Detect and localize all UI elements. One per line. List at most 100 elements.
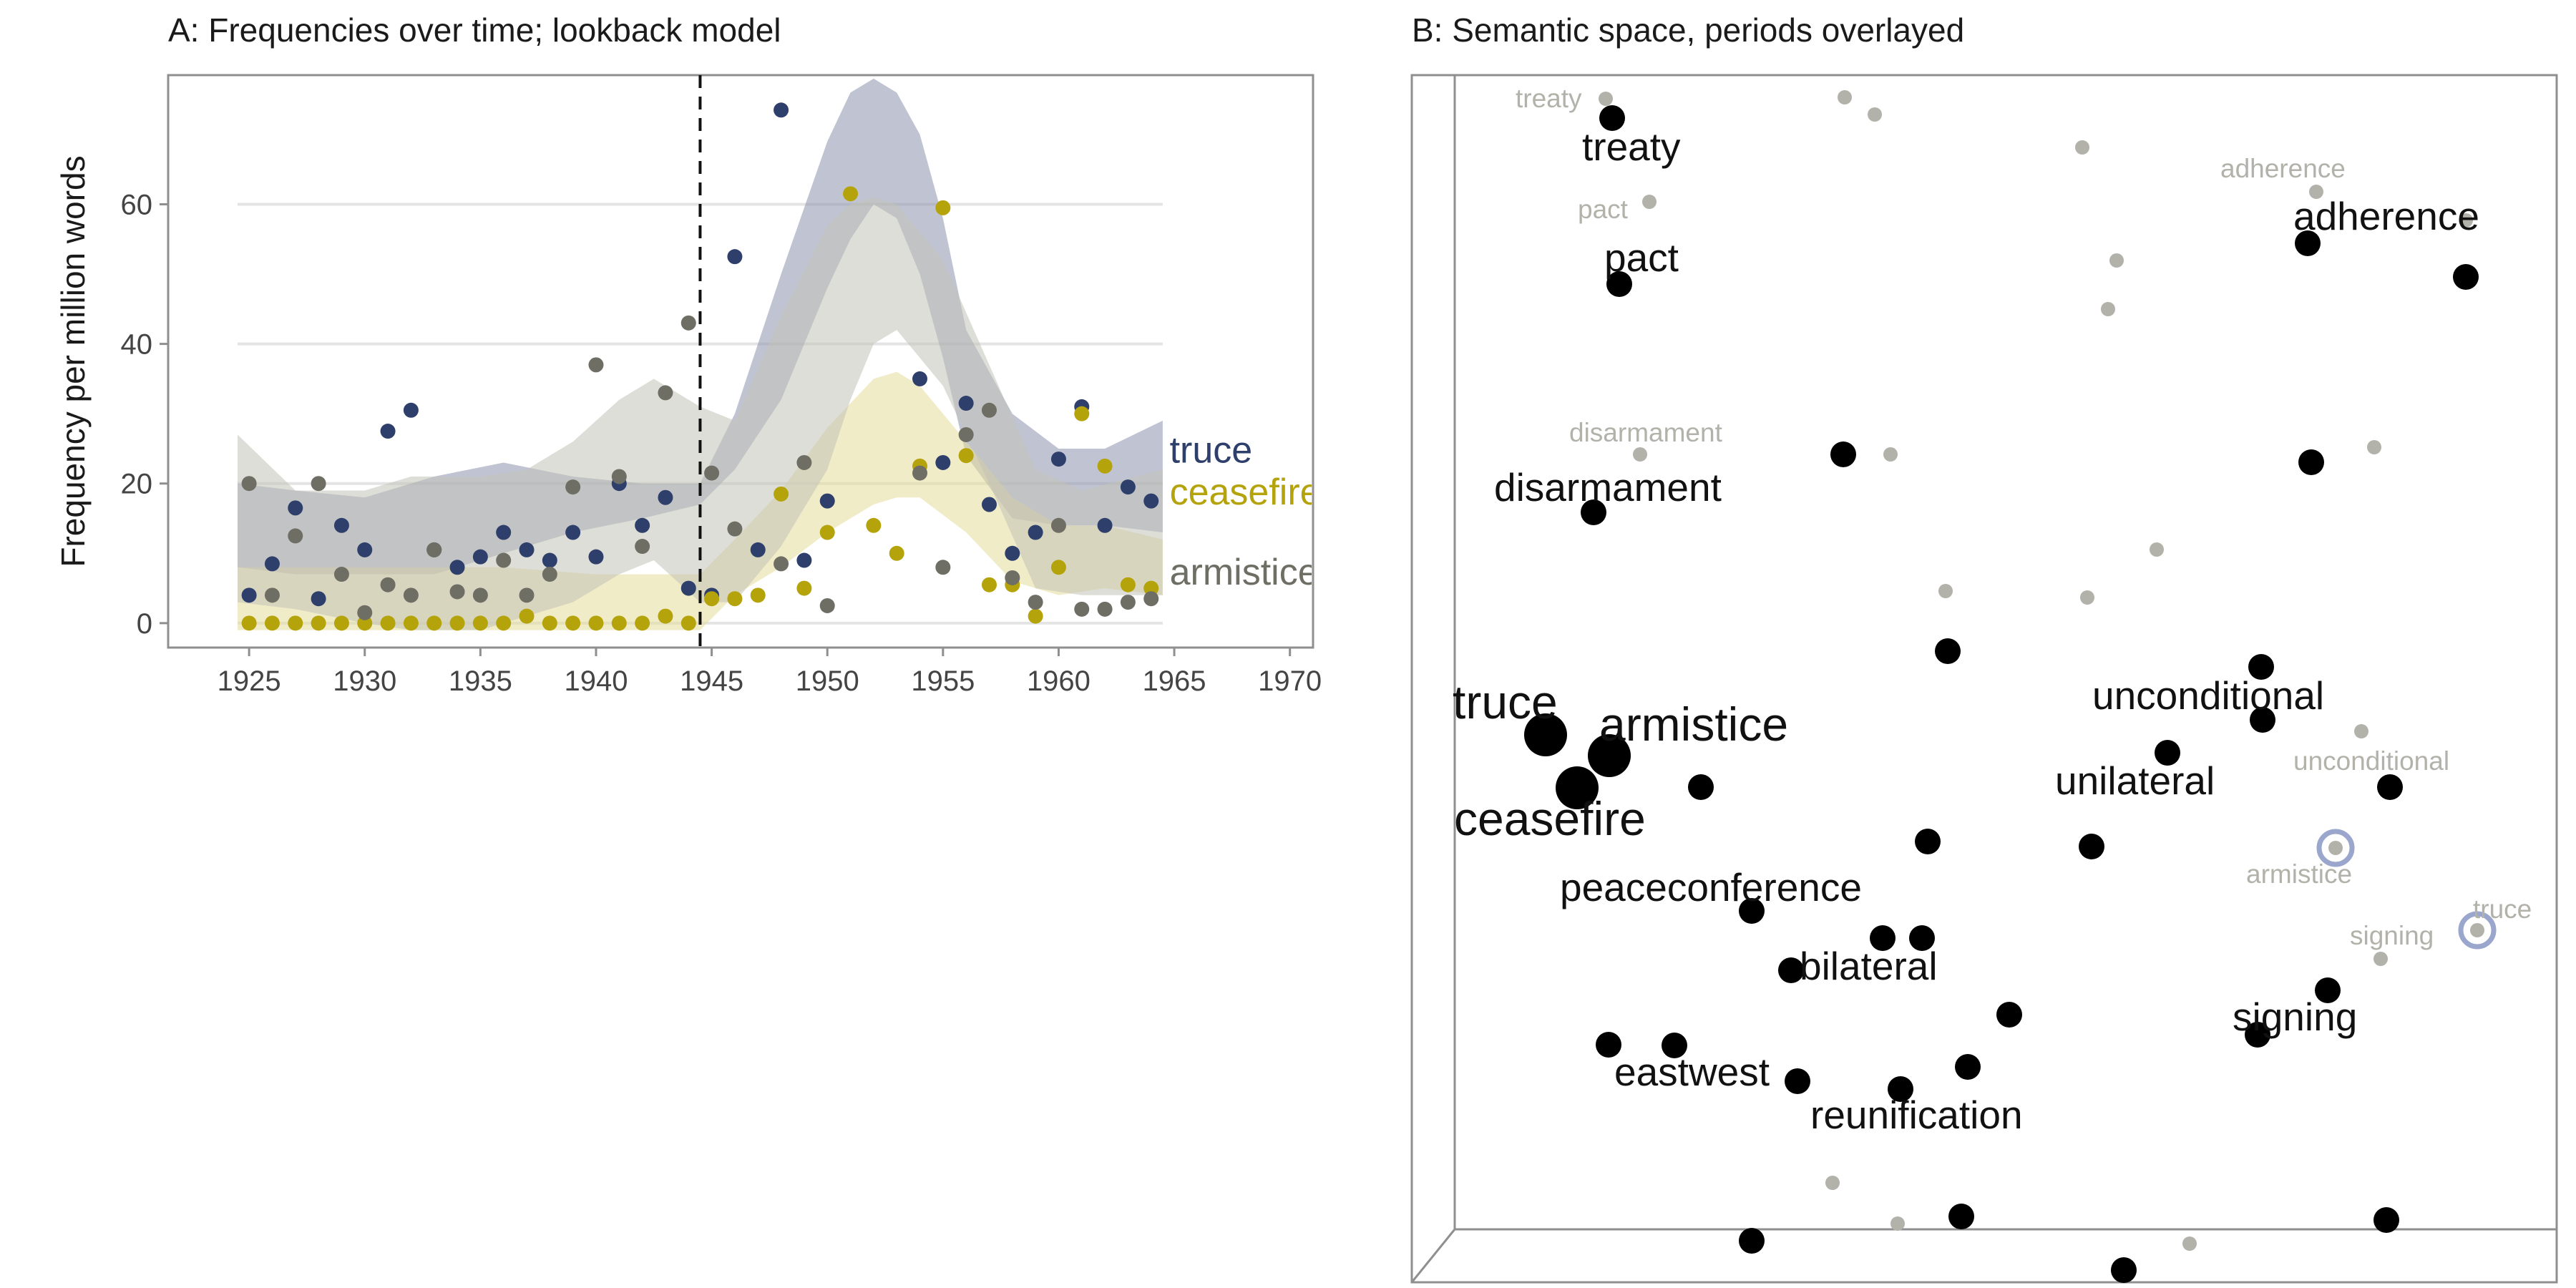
current-dot (1955, 1054, 1981, 1080)
label-ceasefire: ceasefire (1454, 792, 1646, 845)
current-dot-armistice (1588, 734, 1631, 777)
label-peaceconference: peaceconference (1560, 865, 1862, 909)
point-ceasefire-1928 (311, 615, 326, 631)
panel-a-ticks: 1925 1930 1935 1940 1945 1950 1955 1960 1965 1970… (121, 189, 1322, 697)
label-signing: signing (2233, 995, 2357, 1039)
point-ceasefire-1953 (889, 545, 904, 561)
current-dot (2111, 1257, 2137, 1283)
point-truce-1947 (750, 542, 766, 557)
past-dot (2182, 1236, 2197, 1251)
ytick-label-20: 20 (121, 469, 153, 500)
current-dot (2079, 834, 2104, 859)
past-dot (2101, 302, 2115, 316)
point-armistice-1938 (542, 567, 557, 582)
label-reunification: reunification (1810, 1093, 2023, 1137)
past-dot (1890, 1216, 1905, 1231)
point-ceasefire-1947 (750, 587, 766, 603)
point-armistice-1933 (426, 542, 442, 557)
point-truce-1944 (680, 580, 696, 596)
panel-a-points (241, 102, 1159, 631)
point-ceasefire-1960 (1050, 560, 1066, 575)
current-dot (1888, 1076, 1913, 1102)
point-truce-1928 (311, 591, 326, 607)
past-dot (1825, 1176, 1840, 1190)
panel-b-title: B: Semantic space, periods overlayed (1412, 11, 1964, 49)
point-armistice-1930 (357, 605, 373, 620)
point-armistice-1926 (264, 587, 280, 603)
xtick-label-1950: 1950 (796, 665, 859, 697)
band-ceasefire (238, 371, 1163, 630)
xtick-label-1965: 1965 (1143, 665, 1206, 697)
past-label-signing: signing (2350, 921, 2434, 950)
point-armistice-1958 (1005, 570, 1020, 585)
current-dot (1688, 774, 1714, 800)
point-truce-1943 (658, 489, 673, 505)
xtick-label-1945: 1945 (680, 665, 743, 697)
point-armistice-1957 (981, 402, 997, 418)
label-disarmament: disarmament (1494, 465, 1722, 509)
point-ceasefire-1936 (496, 615, 512, 631)
point-ceasefire-1937 (519, 608, 535, 624)
point-truce-1957 (981, 497, 997, 512)
past-label-disarmament: disarmament (1569, 418, 1723, 447)
label-bilateral: bilateral (1800, 944, 1938, 988)
current-dot (1909, 925, 1935, 951)
point-ceasefire-1927 (288, 615, 303, 631)
past-dot (1938, 584, 1953, 598)
point-ceasefire-1956 (958, 448, 974, 464)
current-dot (2298, 449, 2324, 475)
point-ceasefire-1951 (843, 186, 859, 202)
panel-b-frame (1410, 74, 2558, 1284)
current-dot (1948, 1204, 1974, 1229)
ytick-label-0: 0 (137, 608, 152, 640)
current-dot (1830, 441, 1856, 467)
point-truce-1932 (403, 402, 419, 418)
point-truce-1939 (565, 525, 581, 540)
point-truce-1964 (1143, 493, 1159, 509)
current-dot-truce (1524, 713, 1567, 756)
past-dot (2354, 724, 2368, 738)
past-dot (2328, 841, 2343, 855)
past-dot (1633, 447, 1647, 462)
point-armistice-1948 (774, 556, 789, 572)
label-truce: truce (1453, 675, 1558, 728)
series-label-ceasefire: ceasefire (1170, 472, 1321, 513)
point-truce-1929 (333, 517, 349, 533)
point-armistice-1932 (403, 587, 419, 603)
point-truce-1958 (1005, 545, 1020, 561)
point-truce-1963 (1120, 479, 1136, 495)
point-ceasefire-1943 (658, 608, 673, 624)
point-truce-1936 (496, 525, 512, 540)
point-ceasefire-1964 (1143, 580, 1159, 596)
panel-a-ylabel: Frequency per million words (54, 155, 92, 567)
point-armistice-1962 (1097, 601, 1113, 617)
point-truce-1927 (288, 500, 303, 516)
point-ceasefire-1935 (472, 615, 488, 631)
current-dot (2295, 230, 2321, 256)
past-dot (2367, 440, 2381, 454)
point-ceasefire-1925 (241, 615, 257, 631)
point-armistice-1945 (704, 465, 720, 481)
point-truce-1960 (1050, 452, 1066, 467)
label-pact: pact (1604, 235, 1679, 280)
current-dot (1778, 957, 1804, 983)
past-dot (1642, 195, 1657, 209)
point-armistice-1949 (796, 454, 812, 470)
point-armistice-1946 (727, 521, 743, 537)
current-dot (2453, 264, 2479, 290)
point-ceasefire-1938 (542, 615, 557, 631)
current-dot (1662, 1033, 1687, 1058)
point-ceasefire-1931 (380, 615, 396, 631)
point-armistice-1927 (288, 528, 303, 544)
current-dot-ceasefire (1556, 766, 1599, 809)
point-truce-1925 (241, 587, 257, 603)
point-ceasefire-1959 (1028, 608, 1043, 624)
highlight-ring-armistice (2316, 829, 2355, 867)
point-ceasefire-1941 (611, 615, 627, 631)
band-truce (238, 78, 1163, 575)
point-truce-1950 (819, 493, 835, 509)
current-dot (1785, 1068, 1810, 1094)
label-eastwest: eastwest (1614, 1050, 1770, 1094)
label-adherence: adherence (2293, 194, 2479, 238)
point-armistice-1931 (380, 577, 396, 592)
